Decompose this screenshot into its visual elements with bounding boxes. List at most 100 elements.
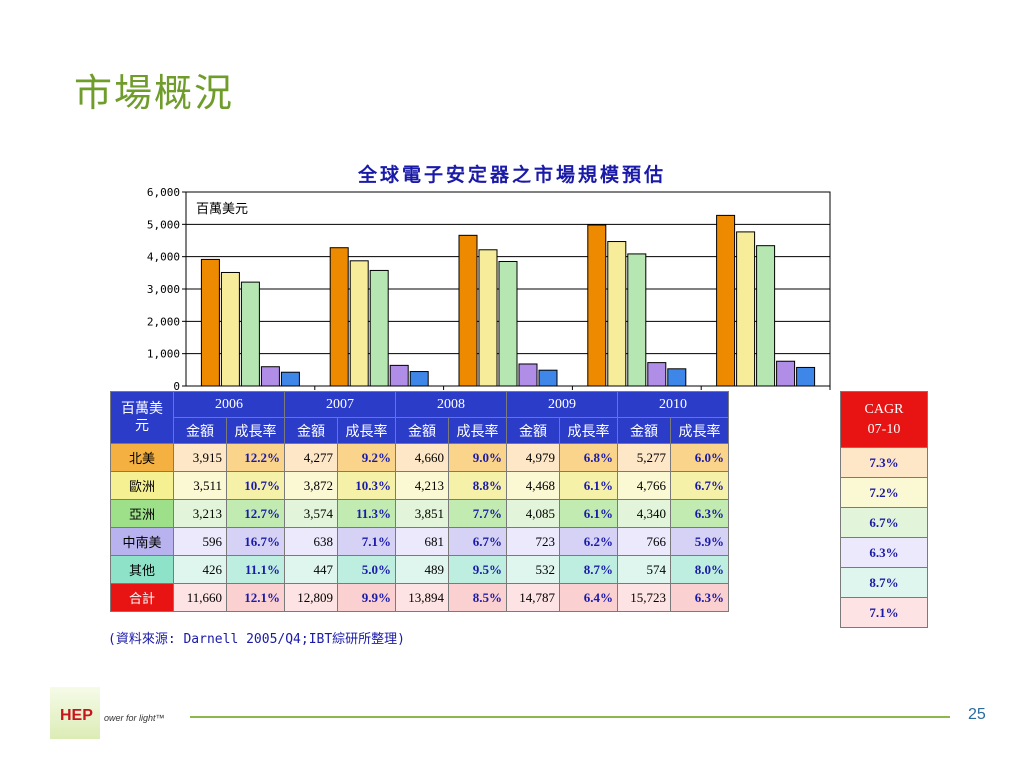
amount-cell: 15,723 [617, 583, 671, 612]
growth-cell: 5.9% [670, 527, 729, 556]
amount-cell: 12,809 [284, 583, 338, 612]
cagr-value: 7.1% [840, 597, 928, 628]
bar [796, 366, 816, 387]
bar [627, 253, 647, 387]
growth-header: 成長率 [337, 417, 396, 444]
company-logo [50, 687, 100, 739]
y-tick-label: 2,000 [147, 315, 180, 328]
cagr-period: 07-10 [867, 421, 901, 437]
growth-cell: 10.7% [226, 471, 285, 500]
amount-cell: 4,468 [506, 471, 560, 500]
cagr-row: 8.7% [840, 567, 928, 598]
cagr-value: 6.7% [840, 507, 928, 538]
bar [329, 247, 349, 387]
growth-cell: 9.2% [337, 443, 396, 472]
cagr-value: 7.3% [840, 447, 928, 478]
unit-label: 百萬美元 [196, 202, 248, 217]
sub-header-row: 金額 成長率 金額 成長率 金額 成長率 金額 成長率 金額 成長率 [111, 417, 729, 444]
bar [260, 366, 280, 387]
amount-cell: 4,213 [395, 471, 449, 500]
cagr-row: 7.2% [840, 477, 928, 508]
amount-header: 金額 [284, 417, 338, 444]
logo-tagline: ower for light™ [104, 713, 165, 723]
growth-cell: 6.7% [448, 527, 507, 556]
y-tick-label: 0 [173, 380, 180, 393]
bar [349, 260, 369, 387]
amount-cell: 5,277 [617, 443, 671, 472]
amount-cell: 723 [506, 527, 560, 556]
growth-header: 成長率 [559, 417, 618, 444]
row-label: 中南美 [110, 527, 174, 556]
bar [607, 241, 627, 387]
table-corner-header: 百萬美元 [110, 391, 174, 444]
growth-header: 成長率 [226, 417, 285, 444]
year-header: 2010 [617, 391, 729, 418]
amount-cell: 3,213 [173, 499, 227, 528]
market-table: 百萬美元 2006 2007 2008 2009 2010 金額 成長率 金額 成長率 金額 成長率金… [110, 391, 729, 612]
bar [716, 214, 736, 387]
row-label: 歐洲 [110, 471, 174, 500]
bar [667, 368, 687, 387]
growth-cell: 6.4% [559, 583, 618, 612]
y-tick-label: 1,000 [147, 348, 180, 361]
amount-cell: 3,851 [395, 499, 449, 528]
cagr-value: 6.3% [840, 537, 928, 568]
amount-cell: 3,511 [173, 471, 227, 500]
growth-cell: 9.0% [448, 443, 507, 472]
bar [756, 245, 776, 387]
y-tick-label: 4,000 [147, 251, 180, 264]
growth-header: 成長率 [670, 417, 729, 444]
growth-cell: 8.8% [448, 471, 507, 500]
cagr-row: 6.7% [840, 507, 928, 538]
growth-cell: 7.1% [337, 527, 396, 556]
amount-cell: 766 [617, 527, 671, 556]
growth-cell: 9.9% [337, 583, 396, 612]
amount-cell: 574 [617, 555, 671, 584]
table-row: 合計 11,660 12.1% 12,809 9.9% 13,894 8.5% 14,787 6… [110, 583, 729, 612]
amount-cell: 4,766 [617, 471, 671, 500]
amount-cell: 11,660 [173, 583, 227, 612]
amount-cell: 447 [284, 555, 338, 584]
page-number: 25 [968, 706, 986, 723]
table-row: 中南美 596 16.7% 638 7.1% 681 6.7% 723 6.2% 766 5.9% [110, 527, 729, 556]
row-label: 北美 [110, 443, 174, 472]
growth-cell: 11.1% [226, 555, 285, 584]
row-label: 合計 [110, 583, 174, 612]
growth-cell: 6.7% [670, 471, 729, 500]
y-tick-label: 5,000 [147, 218, 180, 231]
growth-cell: 16.7% [226, 527, 285, 556]
bar [369, 269, 389, 387]
amount-cell: 4,277 [284, 443, 338, 472]
growth-cell: 6.3% [670, 499, 729, 528]
growth-cell: 6.2% [559, 527, 618, 556]
cagr-label: CAGR [864, 401, 904, 417]
growth-cell: 9.5% [448, 555, 507, 584]
year-header: 2007 [284, 391, 396, 418]
growth-cell: 12.2% [226, 443, 285, 472]
amount-cell: 596 [173, 527, 227, 556]
amount-header: 金額 [395, 417, 449, 444]
growth-cell: 8.7% [559, 555, 618, 584]
cagr-table: CAGR 07-10 7.3% 7.2% 6.7% 6.3% 8.7% 7.1% [840, 391, 928, 628]
bar [389, 364, 409, 387]
growth-cell: 6.1% [559, 499, 618, 528]
growth-cell: 6.0% [670, 443, 729, 472]
amount-cell: 4,979 [506, 443, 560, 472]
amount-cell: 3,872 [284, 471, 338, 500]
amount-cell: 3,574 [284, 499, 338, 528]
y-tick-label: 6,000 [147, 186, 180, 199]
cagr-header: CAGR 07-10 [840, 391, 928, 448]
amount-cell: 489 [395, 555, 449, 584]
bar [587, 224, 607, 387]
growth-cell: 6.3% [670, 583, 729, 612]
amount-cell: 4,660 [395, 443, 449, 472]
amount-cell: 13,894 [395, 583, 449, 612]
table-row: 其他 426 11.1% 447 5.0% 489 9.5% 532 8.7% 574 8.0% [110, 555, 729, 584]
bar [647, 362, 667, 387]
amount-cell: 4,085 [506, 499, 560, 528]
cagr-row: 7.3% [840, 447, 928, 478]
footer-divider [190, 716, 950, 718]
bar [478, 249, 498, 387]
bar [518, 363, 538, 387]
bar [220, 271, 240, 387]
